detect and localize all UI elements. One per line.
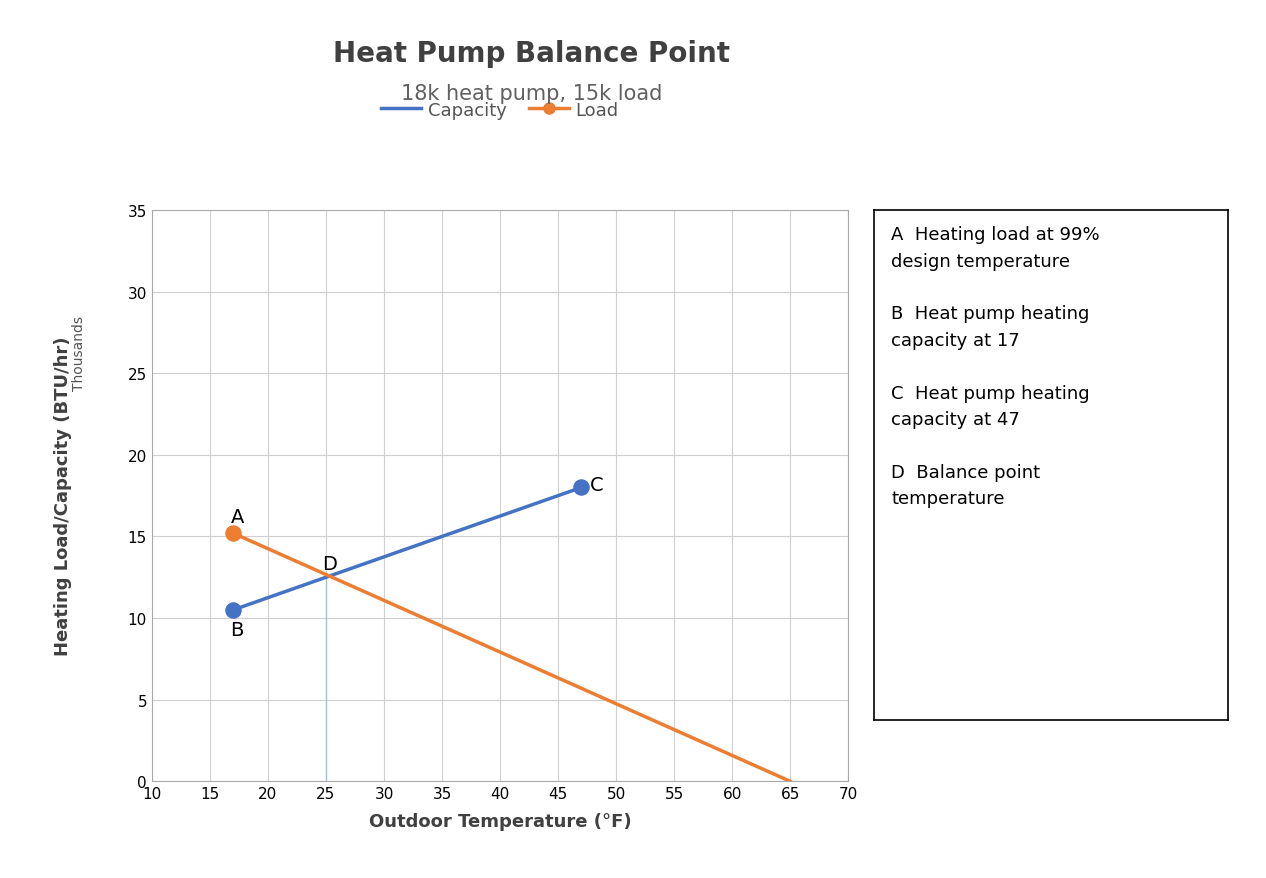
X-axis label: Outdoor Temperature (°F): Outdoor Temperature (°F) [368,812,632,831]
Point [223,527,243,541]
Text: Thousands: Thousands [72,316,86,391]
Point [223,603,243,617]
Text: A  Heating load at 99%
design temperature

B  Heat pump heating
capacity at 17

: A Heating load at 99% design temperature… [891,226,1100,507]
Legend: Capacity, Load: Capacity, Load [373,94,627,126]
Text: D: D [322,554,337,573]
Text: A: A [230,507,244,527]
Text: C: C [590,476,604,494]
Text: B: B [230,620,244,639]
Text: 18k heat pump, 15k load: 18k heat pump, 15k load [401,83,662,104]
Point [571,481,591,495]
Y-axis label: Heating Load/Capacity (BTU/hr): Heating Load/Capacity (BTU/hr) [54,336,72,656]
Text: Heat Pump Balance Point: Heat Pump Balance Point [333,40,730,68]
